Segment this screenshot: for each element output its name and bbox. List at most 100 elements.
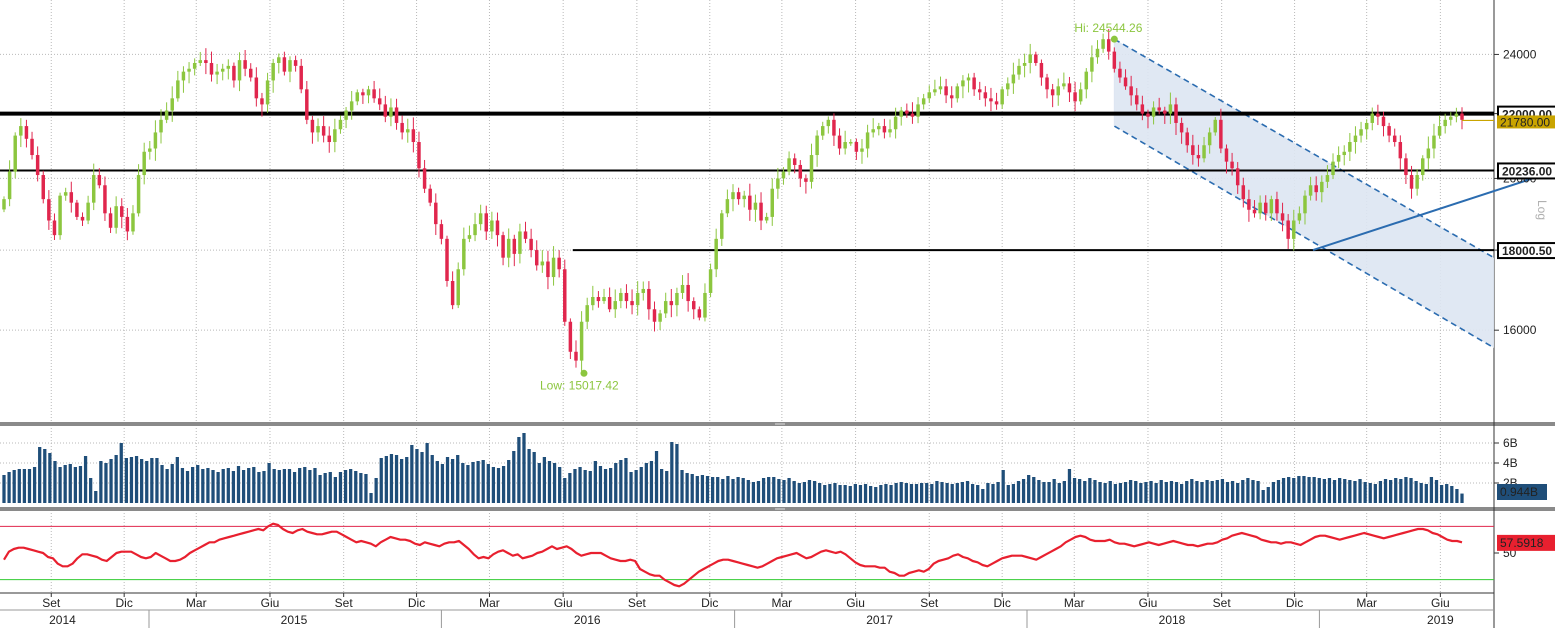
candle-body [1258, 202, 1262, 214]
candle-body [288, 60, 292, 72]
candle-body [596, 297, 601, 302]
candle-body [215, 71, 219, 75]
candle [893, 107, 898, 139]
candle [125, 207, 130, 241]
rsi-line [3, 522, 1463, 588]
candle-body [86, 202, 90, 221]
candle [58, 192, 62, 240]
volume-bar [960, 482, 965, 503]
volume-bar [461, 463, 465, 503]
candle-body [860, 148, 864, 152]
candle [1084, 68, 1089, 99]
x-tick-label: Mar [772, 596, 793, 610]
candle [293, 55, 298, 72]
candle-body [899, 110, 903, 117]
candle [518, 223, 522, 264]
candle [748, 183, 752, 221]
volume-bar [955, 483, 959, 503]
candle-body [1078, 89, 1083, 102]
candle-body [529, 238, 533, 251]
candle [787, 151, 791, 176]
candle [764, 212, 769, 224]
volume-bar [241, 470, 246, 503]
candle-body [697, 309, 702, 318]
candle-body [501, 235, 505, 258]
volume-bar [884, 484, 888, 503]
volume-bar [756, 481, 761, 503]
volume-bar [1195, 481, 1199, 503]
volume-bar [155, 458, 159, 503]
candle [478, 204, 483, 231]
candle-body [456, 269, 460, 306]
volume-bar [379, 458, 383, 503]
candle [249, 63, 253, 82]
candle-body [602, 297, 606, 302]
candle [669, 288, 674, 318]
candle [1415, 169, 1419, 196]
candle [254, 67, 259, 107]
candle [809, 143, 814, 189]
candle [1409, 165, 1414, 199]
candle [1163, 106, 1167, 124]
candle [652, 301, 657, 332]
candle-body [776, 178, 780, 189]
volume-bar [1103, 483, 1107, 503]
candle-body [1230, 161, 1234, 169]
candle [1392, 128, 1397, 147]
volume-bar [99, 461, 103, 503]
volume-bar [420, 452, 424, 503]
volume-bar [1042, 482, 1046, 503]
x-tick-label: Mar [479, 596, 500, 610]
candle [220, 63, 225, 81]
candle-body [1219, 119, 1223, 149]
candle-body [1224, 148, 1229, 162]
candle [1376, 104, 1380, 126]
volume-bar [583, 470, 587, 503]
candle-body [473, 224, 477, 236]
volume-bar [298, 468, 302, 503]
candle [798, 160, 803, 188]
candle-body [204, 60, 208, 63]
volume-bar [568, 473, 572, 503]
candle [1062, 72, 1066, 90]
candle [1331, 153, 1335, 180]
candle-body [865, 132, 870, 149]
volume-bar [486, 464, 490, 503]
candle-body [1286, 220, 1290, 239]
candle-body [80, 216, 85, 221]
volume-bar [226, 468, 230, 503]
candle-body [1028, 54, 1032, 63]
candle [400, 115, 404, 140]
volume-bar [624, 458, 628, 503]
volume-bar [53, 461, 57, 503]
volume-bar [1373, 484, 1377, 503]
candle [383, 95, 388, 123]
candle-body [798, 164, 803, 179]
volume-bar [1317, 478, 1321, 503]
volume-bar [369, 493, 373, 503]
volume-bar [1368, 483, 1372, 503]
candle-body [882, 126, 887, 133]
candle [972, 72, 976, 96]
candle-body [1280, 213, 1285, 221]
candle-body [568, 321, 573, 352]
candle-body [422, 168, 427, 189]
volume-bar [1134, 481, 1138, 503]
candle-body [832, 119, 836, 136]
volume-bar [965, 481, 970, 503]
candle [955, 83, 960, 103]
candle [1381, 111, 1386, 137]
low-label: Low: 15017.42 [540, 378, 619, 392]
x-tick-label: Mar [1064, 596, 1085, 610]
candle [1275, 191, 1279, 221]
candle [305, 80, 309, 125]
volume-bar [761, 478, 766, 503]
candle-body [13, 135, 17, 172]
candle-body [1370, 113, 1375, 123]
volume-bar [400, 459, 404, 503]
candle-body [753, 202, 758, 210]
candle [153, 120, 158, 161]
volume-bar [970, 484, 975, 503]
candle-body [338, 119, 343, 130]
volume-bar [598, 466, 603, 503]
